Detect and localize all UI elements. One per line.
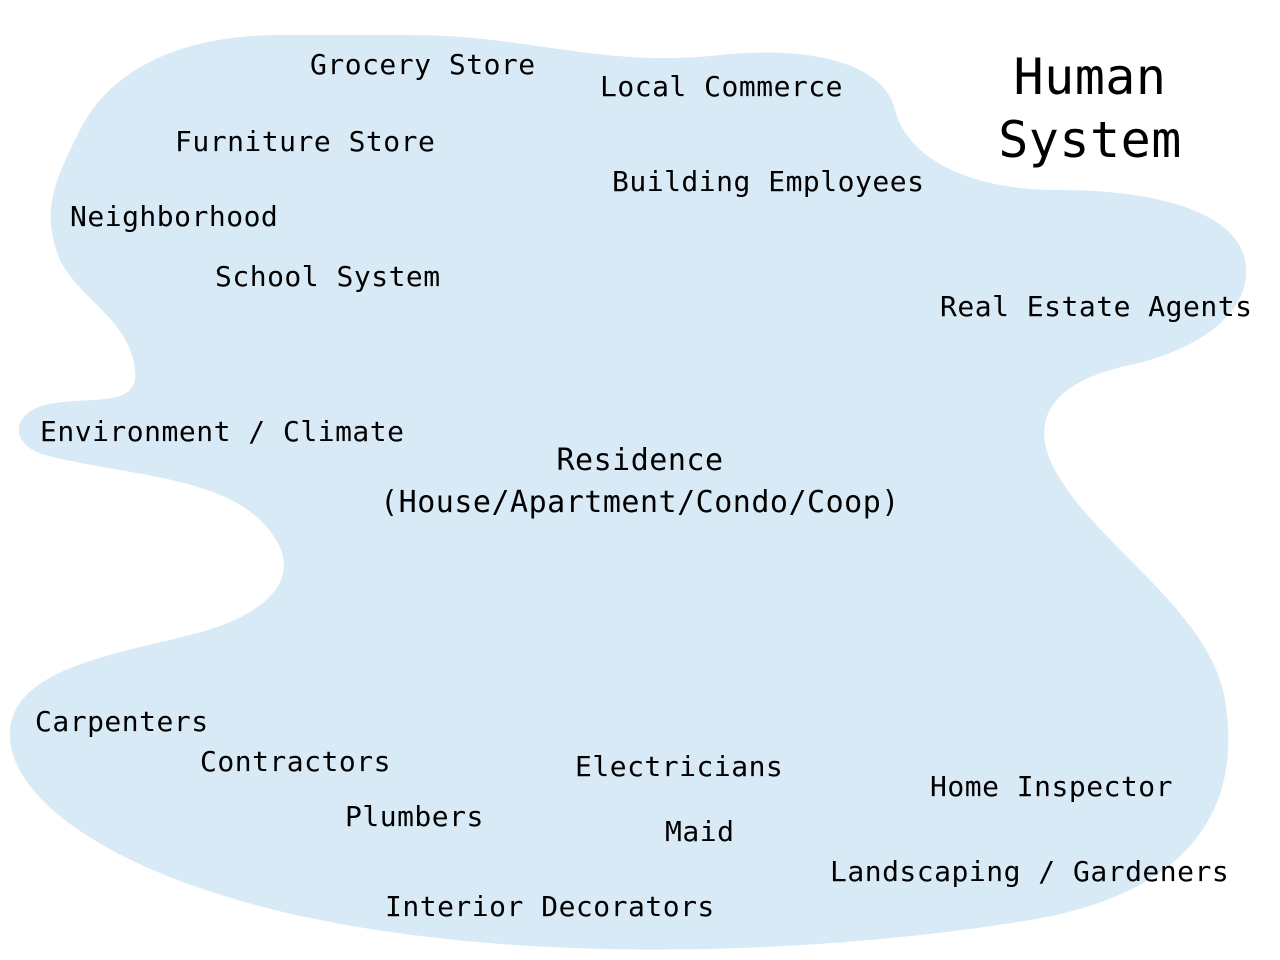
label-landscaping: Landscaping / Gardeners xyxy=(830,855,1229,888)
title-line2: System xyxy=(940,109,1240,172)
title-line1: Human xyxy=(940,46,1240,109)
center-label: Residence (House/Apartment/Condo/Coop) xyxy=(320,440,960,524)
label-school-system: School System xyxy=(215,260,441,293)
label-home-inspector: Home Inspector xyxy=(930,770,1173,803)
center-line2: (House/Apartment/Condo/Coop) xyxy=(320,482,960,524)
label-local-commerce: Local Commerce xyxy=(600,70,843,103)
label-interior-decorators: Interior Decorators xyxy=(385,890,715,923)
label-plumbers: Plumbers xyxy=(345,800,484,833)
label-electricians: Electricians xyxy=(575,750,783,783)
label-real-estate-agents: Real Estate Agents xyxy=(940,290,1252,323)
label-environment-climate: Environment / Climate xyxy=(40,415,405,448)
label-building-employees: Building Employees xyxy=(612,165,924,198)
label-maid: Maid xyxy=(665,815,734,848)
center-line1: Residence xyxy=(320,440,960,482)
label-grocery-store: Grocery Store xyxy=(310,48,536,81)
label-contractors: Contractors xyxy=(200,745,391,778)
label-neighborhood: Neighborhood xyxy=(70,200,278,233)
label-furniture-store: Furniture Store xyxy=(175,125,435,158)
label-carpenters: Carpenters xyxy=(35,705,209,738)
diagram-title: Human System xyxy=(940,46,1240,171)
